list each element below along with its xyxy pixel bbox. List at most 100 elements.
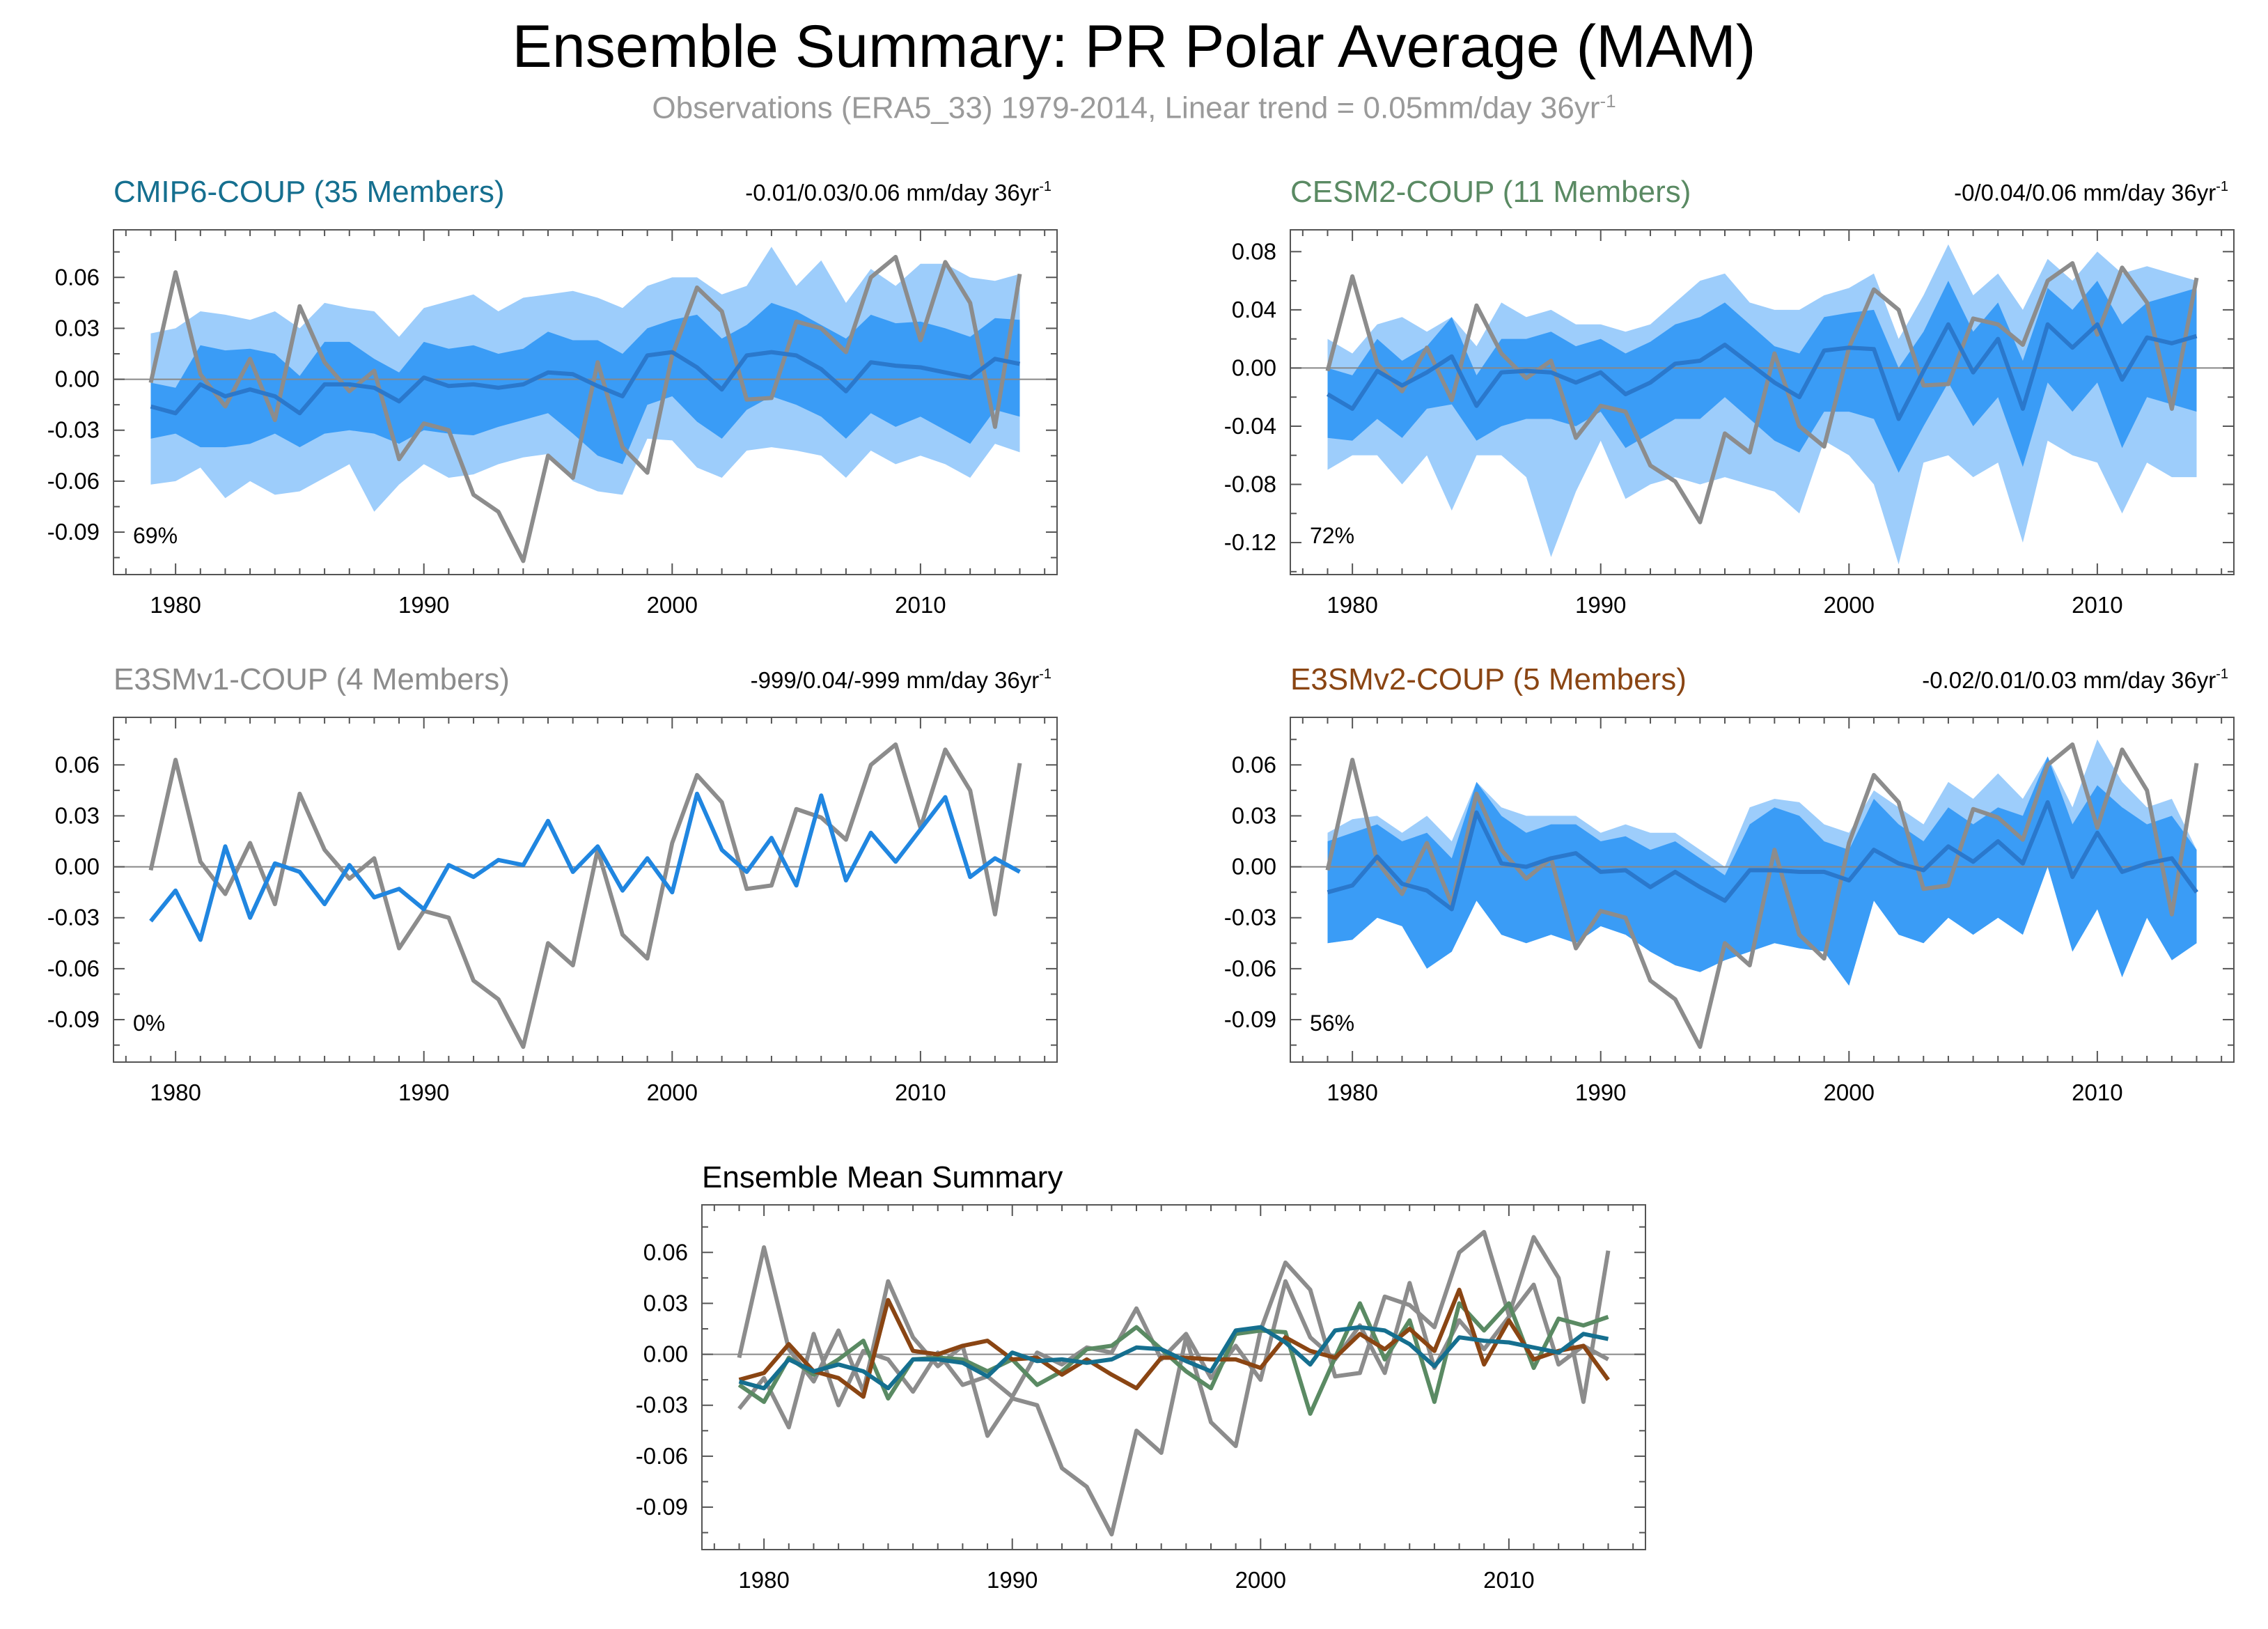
series-line-e3smv2 — [738, 1287, 1610, 1399]
x-tick-label: 1980 — [1327, 592, 1377, 618]
x-tick-label: 1990 — [398, 592, 449, 618]
x-tick-label: 2010 — [2072, 1079, 2122, 1105]
panel-e3smv1: 0.06 0.03 0.00 -0.03 -0.06 -0.09 1980 1990 2000 2… — [47, 662, 1058, 1105]
y-tick-label: -0.09 — [47, 1006, 100, 1032]
x-tick-label: 2010 — [2072, 592, 2122, 618]
ensemble-mean-line — [149, 791, 1021, 942]
y-tick-label: -0.09 — [636, 1494, 688, 1520]
plot-frame — [701, 1204, 1646, 1550]
x-tick-label: 2000 — [647, 1079, 698, 1105]
ensemble-mean-line — [1326, 322, 2198, 421]
y-tick-label: 0.03 — [1232, 802, 1276, 828]
trend-label-text: -0.02/0.01/0.03 mm/day 36yr — [1922, 667, 2216, 693]
chart-subtitle: Observations (ERA5_33) 1979-2014, Linear… — [0, 91, 2268, 126]
plot-area-mean_summary — [702, 1230, 1645, 1537]
y-tick-label: 0.03 — [55, 315, 100, 341]
inner-range-band — [150, 302, 1020, 465]
trend-label: -0.02/0.01/0.03 mm/day 36yr-1 — [1922, 667, 2228, 693]
ensemble-mean-line — [1327, 800, 2198, 912]
plot-area-cesm2 — [1290, 244, 2234, 565]
trend-label-superscript: -1 — [2216, 179, 2228, 194]
trend-label-text: -0.01/0.03/0.06 mm/day 36yr — [745, 180, 1039, 205]
y-tick-label: 0.00 — [1232, 354, 1276, 380]
y-tick-label: 0.03 — [55, 802, 100, 828]
y-tick-label: -0.09 — [1224, 1006, 1276, 1032]
panel-mean_summary: 0.06 0.03 0.00 -0.03 -0.06 -0.09 1980 1990 2000 2… — [636, 1160, 1646, 1593]
plot-area-e3smv2 — [1290, 739, 2234, 1050]
panel-title: CMIP6-COUP (35 Members) — [114, 175, 505, 209]
panel-title: E3SMv1-COUP (4 Members) — [114, 662, 510, 696]
percent-label: 0% — [133, 1011, 165, 1036]
panel-title: Ensemble Mean Summary — [702, 1160, 1063, 1194]
subtitle-superscript: -1 — [1600, 91, 1616, 111]
y-tick-label: 0.00 — [643, 1341, 688, 1367]
x-tick-label: 1990 — [398, 1079, 449, 1105]
x-tick-label: 2000 — [1824, 1079, 1875, 1105]
trend-label-text: -999/0.04/-999 mm/day 36yr — [751, 667, 1040, 693]
observations-line — [148, 742, 1022, 1050]
x-tick-label: 1980 — [150, 592, 201, 618]
trend-label: -0/0.04/0.06 mm/day 36yr-1 — [1954, 179, 2228, 205]
y-tick-label: -0.06 — [636, 1443, 688, 1469]
y-tick-label: 0.00 — [55, 854, 100, 880]
x-tick-label: 2010 — [1483, 1567, 1534, 1593]
x-tick-label: 1980 — [150, 1079, 201, 1105]
panel-cmip6: 0.06 0.03 0.00 -0.03 -0.06 -0.09 1980 1990 2000 2… — [47, 175, 1058, 618]
subtitle-text: Observations (ERA5_33) 1979-2014, Linear… — [652, 91, 1600, 125]
panel-e3smv2: 0.06 0.03 0.00 -0.03 -0.06 -0.09 1980 1990 2000 2… — [1224, 662, 2235, 1105]
x-tick-label: 2010 — [895, 1079, 946, 1105]
y-tick-label: -0.06 — [47, 468, 100, 494]
x-tick-label: 2010 — [895, 592, 946, 618]
observations-line — [1325, 261, 2199, 524]
plot-frame — [1290, 229, 2235, 575]
plot-area-e3smv1 — [114, 742, 1057, 1050]
x-tick-label: 1980 — [1327, 1079, 1377, 1105]
y-tick-label: -0.12 — [1224, 529, 1276, 555]
y-tick-label: 0.00 — [1232, 854, 1276, 880]
trend-label-superscript: -1 — [1039, 179, 1051, 194]
y-tick-label: -0.09 — [47, 519, 100, 545]
y-tick-label: 0.00 — [55, 366, 100, 392]
series-line-cmip6 — [738, 1325, 1609, 1391]
trend-label-text: -0/0.04/0.06 mm/day 36yr — [1954, 180, 2216, 205]
x-tick-label: 2000 — [647, 592, 698, 618]
observations-line — [1325, 742, 2199, 1050]
y-tick-label: -0.03 — [1224, 905, 1276, 930]
y-tick-label: -0.08 — [1224, 471, 1276, 497]
panel-title: CESM2-COUP (11 Members) — [1290, 175, 1691, 209]
plot-frame — [1290, 717, 2235, 1063]
y-tick-label: -0.06 — [1224, 956, 1276, 981]
plot-frame — [113, 717, 1058, 1063]
panel-cesm2: 0.08 0.04 0.00 -0.04 -0.08 -0.12 1980 1990 2000 2… — [1224, 175, 2235, 618]
y-tick-label: 0.03 — [643, 1290, 688, 1316]
plot-frame — [113, 229, 1058, 575]
plot-area-cmip6 — [114, 247, 1057, 563]
y-tick-label: 0.06 — [1232, 751, 1276, 777]
chart-title: Ensemble Summary: PR Polar Average (MAM) — [512, 13, 1756, 80]
y-tick-label: -0.03 — [636, 1392, 688, 1418]
y-tick-label: -0.03 — [47, 905, 100, 930]
x-tick-label: 1990 — [1575, 1079, 1626, 1105]
x-tick-label: 1990 — [1575, 592, 1626, 618]
y-tick-label: 0.04 — [1232, 297, 1276, 322]
series-line-e3smv1 — [737, 1279, 1609, 1430]
y-tick-label: 0.06 — [643, 1239, 688, 1265]
y-tick-label: 0.06 — [55, 264, 100, 290]
panel-title: E3SMv2-COUP (5 Members) — [1290, 662, 1687, 696]
observations-line — [148, 255, 1022, 563]
trend-label-superscript: -1 — [2216, 667, 2228, 682]
trend-label: -0.01/0.03/0.06 mm/day 36yr-1 — [745, 179, 1051, 205]
y-tick-label: 0.06 — [55, 751, 100, 777]
x-tick-label: 2000 — [1824, 592, 1875, 618]
trend-label-superscript: -1 — [1039, 667, 1051, 682]
x-tick-label: 2000 — [1235, 1567, 1286, 1593]
percent-label: 56% — [1310, 1011, 1354, 1036]
x-tick-label: 1990 — [987, 1567, 1038, 1593]
series-line-obs — [737, 1230, 1611, 1537]
ensemble-mean-line — [150, 350, 1021, 416]
trend-label: -999/0.04/-999 mm/day 36yr-1 — [751, 667, 1051, 693]
y-tick-label: -0.06 — [47, 956, 100, 981]
y-tick-label: -0.04 — [1224, 413, 1276, 439]
percent-label: 69% — [133, 523, 178, 548]
